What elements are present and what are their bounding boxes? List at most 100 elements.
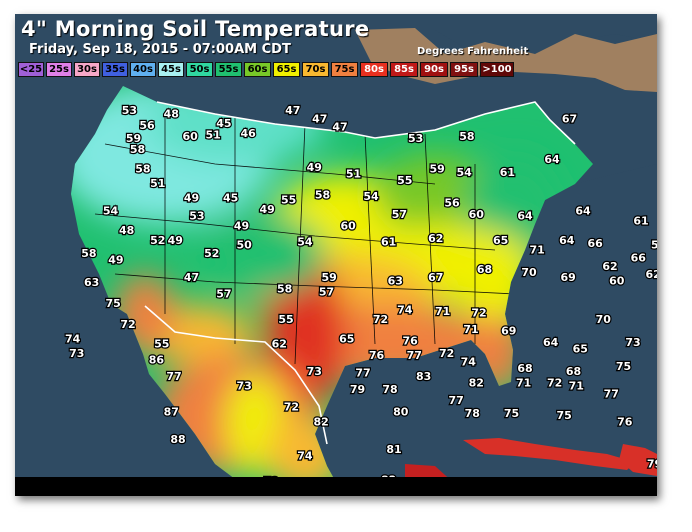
station-value: 47 [332, 120, 347, 133]
station-value: 60 [340, 219, 356, 232]
legend-swatch: 40s [130, 62, 156, 77]
station-value: 46 [241, 127, 257, 140]
station-value: 49 [259, 203, 274, 216]
station-value: 45 [216, 117, 231, 130]
station-value: 78 [465, 407, 480, 420]
station-value: 57 [319, 286, 334, 299]
station-value: 73 [69, 347, 84, 360]
station-value: 53 [122, 104, 137, 117]
station-value: 83 [416, 370, 431, 383]
station-value: 68 [517, 362, 532, 375]
station-value: 77 [166, 370, 181, 383]
station-value: 75 [556, 409, 571, 422]
station-value: 71 [435, 305, 450, 318]
station-value: 52 [150, 234, 165, 247]
station-value: 61 [500, 166, 515, 179]
legend-swatch: 60s [244, 62, 271, 77]
station-value: 74 [65, 333, 81, 346]
station-value: 63 [388, 274, 403, 287]
station-value: 52 [204, 247, 219, 260]
station-value: 74 [461, 355, 477, 368]
station-value: 72 [471, 307, 486, 320]
station-value: 53 [189, 210, 204, 223]
station-value: 67 [562, 112, 577, 125]
legend-swatch: >100 [480, 62, 514, 77]
station-value: 65 [339, 333, 354, 346]
station-value: 71 [516, 376, 531, 389]
station-value: 70 [521, 266, 537, 279]
station-value: 62 [602, 260, 617, 273]
station-value: 51 [205, 129, 220, 142]
station-value: 72 [439, 347, 454, 360]
station-value: 59 [430, 163, 445, 176]
station-value: 69 [561, 271, 576, 284]
station-value: 54 [103, 205, 119, 218]
legend-swatch: 85s [390, 62, 418, 77]
station-value: 47 [312, 112, 327, 125]
station-value: 69 [501, 325, 516, 338]
station-value: 62 [272, 338, 287, 351]
station-value: 76 [403, 334, 419, 347]
station-value: 56 [139, 119, 155, 132]
soil-temperature-map: 5348565958605145464747475358676259566164… [15, 14, 657, 496]
station-value: 81 [386, 443, 401, 456]
station-value: 77 [604, 388, 619, 401]
station-value: 77 [448, 394, 463, 407]
station-value: 76 [369, 349, 385, 362]
station-value: 61 [381, 236, 396, 249]
station-value: 45 [223, 192, 238, 205]
station-value: 73 [307, 365, 322, 378]
legend-swatch: 75s [331, 62, 358, 77]
station-value: 58 [130, 143, 145, 156]
legend-swatch: 90s [420, 62, 448, 77]
station-value: 54 [363, 190, 379, 203]
station-value: 55 [397, 174, 412, 187]
bottom-bar [15, 477, 657, 496]
station-value: 68 [566, 365, 581, 378]
station-value: 74 [397, 304, 413, 317]
station-value: 51 [150, 177, 165, 190]
station-value: 64 [517, 210, 533, 223]
station-value: 74 [297, 449, 313, 462]
legend-swatch: 30s [74, 62, 100, 77]
station-value: 64 [559, 234, 575, 247]
station-value: 61 [633, 214, 648, 227]
station-value: 47 [184, 271, 199, 284]
station-value: 55 [154, 338, 169, 351]
station-value: 82 [313, 415, 328, 428]
station-value: 58 [277, 282, 292, 295]
station-value: 60 [609, 274, 625, 287]
station-value: 86 [149, 354, 165, 367]
station-value: 55 [278, 313, 293, 326]
station-value: 62 [428, 232, 443, 245]
station-value: 64 [543, 336, 559, 349]
station-value: 55 [281, 193, 296, 206]
legend-swatch: <25 [18, 62, 44, 77]
station-value: 87 [164, 406, 179, 419]
station-value: 75 [504, 407, 519, 420]
station-value: 72 [120, 318, 135, 331]
color-legend: <25 25s 30s 35s 40s 45s 50s 55s 60s 65s 70s 75s 80s 8… [18, 62, 514, 77]
station-value: 62 [646, 268, 657, 281]
legend-swatch: 80s [360, 62, 388, 77]
station-value: 50 [237, 239, 253, 252]
temperature-field [71, 86, 593, 494]
station-value: 79 [647, 457, 657, 470]
station-value: 59 [651, 239, 657, 252]
station-value: 49 [168, 234, 183, 247]
station-value: 77 [355, 367, 370, 380]
station-value: 49 [234, 219, 249, 232]
station-value: 49 [108, 253, 123, 266]
station-value: 51 [346, 167, 361, 180]
station-value: 48 [164, 108, 179, 121]
station-value: 56 [444, 197, 460, 210]
station-value: 67 [428, 271, 443, 284]
legend-swatch: 45s [158, 62, 184, 77]
station-value: 70 [596, 313, 612, 326]
station-value: 71 [569, 380, 584, 393]
station-value: 71 [463, 323, 478, 336]
legend-swatch: 35s [102, 62, 128, 77]
station-value: 72 [284, 401, 299, 414]
station-value: 75 [616, 360, 631, 373]
station-value: 71 [529, 244, 544, 257]
